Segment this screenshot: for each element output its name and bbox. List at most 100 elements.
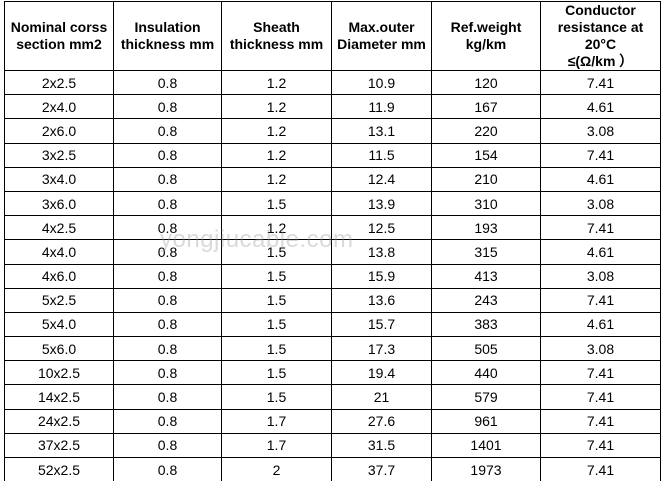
table-cell: 383 bbox=[431, 311, 541, 338]
table-cell: 0.8 bbox=[113, 190, 222, 217]
table-cell: 37.7 bbox=[331, 456, 432, 481]
table-cell: 193 bbox=[431, 215, 541, 241]
table-cell: 13.1 bbox=[331, 118, 432, 144]
table-cell: 1.2 bbox=[221, 142, 332, 168]
table-row: 3x6.0 0.8 1.5 13.9 310 3.08 bbox=[4, 190, 661, 217]
table-cell: 4x2.5 bbox=[4, 215, 114, 241]
table-cell: 2x2.5 bbox=[4, 69, 114, 96]
table-row: 3x2.5 0.8 1.2 11.5 154 7.41 bbox=[4, 142, 661, 168]
table-cell: 2x4.0 bbox=[4, 94, 114, 120]
table-cell: 505 bbox=[431, 336, 541, 362]
table-cell: 0.8 bbox=[113, 456, 222, 481]
table-cell: 2 bbox=[221, 456, 332, 481]
table-cell: 4x6.0 bbox=[4, 263, 114, 289]
table-row: 4x4.0 0.8 1.5 13.8 315 4.61 bbox=[4, 239, 661, 265]
spec-table: Nominal corss section mm2 Insulation thickn… bbox=[4, 1, 661, 481]
header-line: Sheath bbox=[253, 19, 300, 35]
table-cell: 2x6.0 bbox=[4, 118, 114, 144]
header-line: thickness mm bbox=[120, 36, 215, 52]
table-cell: 13.9 bbox=[331, 190, 432, 217]
table-cell: 1.5 bbox=[221, 287, 332, 313]
table-cell: 19.4 bbox=[331, 360, 432, 386]
table-cell: 13.6 bbox=[331, 287, 432, 313]
table-cell: 1.2 bbox=[221, 118, 332, 144]
table-cell: 1.5 bbox=[221, 384, 332, 410]
table-row: 52x2.5 0.8 2 37.7 1973 7.41 bbox=[4, 456, 661, 481]
table-cell: 210 bbox=[431, 166, 541, 192]
table-row: 5x6.0 0.8 1.5 17.3 505 3.08 bbox=[4, 336, 661, 362]
header-line: Insulation bbox=[134, 19, 201, 35]
table-cell: 24x2.5 bbox=[4, 408, 114, 434]
table-cell: 3.08 bbox=[540, 336, 661, 362]
table-cell: 3x4.0 bbox=[4, 166, 114, 192]
table-cell: 4.61 bbox=[540, 166, 661, 192]
table-cell: 0.8 bbox=[113, 408, 222, 434]
table-cell: 3x2.5 bbox=[4, 142, 114, 168]
table-cell: 1.2 bbox=[221, 94, 332, 120]
table-cell: 0.8 bbox=[113, 432, 222, 459]
table-cell: 1.2 bbox=[221, 69, 332, 96]
header-line: Diameter mm bbox=[337, 36, 426, 52]
table-cell: 1.5 bbox=[221, 311, 332, 338]
header-line: kg/km bbox=[465, 36, 507, 52]
header-cell: Max.outer Diameter mm bbox=[331, 1, 432, 71]
table-cell: 7.41 bbox=[540, 69, 661, 96]
table-cell: 1.2 bbox=[221, 215, 332, 241]
table-row: 24x2.5 0.8 1.7 27.6 961 7.41 bbox=[4, 408, 661, 434]
table-cell: 1.7 bbox=[221, 432, 332, 459]
table-cell: 4x4.0 bbox=[4, 239, 114, 265]
table-cell: 220 bbox=[431, 118, 541, 144]
table-cell: 4.61 bbox=[540, 311, 661, 338]
table-body: 2x2.5 0.8 1.2 10.9 120 7.41 2x4.0 0.8 1.2 11.9 167… bbox=[4, 69, 661, 481]
table-row: 5x4.0 0.8 1.5 15.7 383 4.61 bbox=[4, 311, 661, 338]
table-cell: 5x6.0 bbox=[4, 336, 114, 362]
table-cell: 4.61 bbox=[540, 239, 661, 265]
header-row: Nominal corss section mm2 Insulation thickn… bbox=[4, 1, 661, 71]
table-cell: 7.41 bbox=[540, 215, 661, 241]
table-cell: 0.8 bbox=[113, 311, 222, 338]
table-cell: 4.61 bbox=[540, 94, 661, 120]
table-cell: 0.8 bbox=[113, 94, 222, 120]
table-cell: 1.5 bbox=[221, 239, 332, 265]
header-line: Max.outer bbox=[348, 19, 415, 35]
table-cell: 10x2.5 bbox=[4, 360, 114, 386]
table-cell: 413 bbox=[431, 263, 541, 289]
table-row: 4x6.0 0.8 1.5 15.9 413 3.08 bbox=[4, 263, 661, 289]
table-cell: 27.6 bbox=[331, 408, 432, 434]
header-cell: Ref.weight kg/km bbox=[431, 1, 541, 71]
header-line: section mm2 bbox=[16, 36, 102, 52]
table-cell: 12.4 bbox=[331, 166, 432, 192]
table-cell: 7.41 bbox=[540, 432, 661, 459]
header-cell: Conductor resistance at 20°C ≤(Ω/km ） bbox=[540, 1, 661, 71]
table-row: 2x4.0 0.8 1.2 11.9 167 4.61 bbox=[4, 94, 661, 120]
table-cell: 10.9 bbox=[331, 69, 432, 96]
table-cell: 7.41 bbox=[540, 287, 661, 313]
table-cell: 0.8 bbox=[113, 263, 222, 289]
table-cell: 315 bbox=[431, 239, 541, 265]
table-cell: 961 bbox=[431, 408, 541, 434]
table-cell: 0.8 bbox=[113, 166, 222, 192]
table-cell: 3.08 bbox=[540, 118, 661, 144]
table-row: 2x6.0 0.8 1.2 13.1 220 3.08 bbox=[4, 118, 661, 144]
table-cell: 13.8 bbox=[331, 239, 432, 265]
table-cell: 1973 bbox=[431, 456, 541, 481]
table-cell: 17.3 bbox=[331, 336, 432, 362]
table-cell: 0.8 bbox=[113, 69, 222, 96]
header-cell: Sheath thickness mm bbox=[221, 1, 332, 71]
table-cell: 1.5 bbox=[221, 336, 332, 362]
table-cell: 31.5 bbox=[331, 432, 432, 459]
table-cell: 579 bbox=[431, 384, 541, 410]
table-cell: 15.7 bbox=[331, 311, 432, 338]
table-cell: 1.5 bbox=[221, 190, 332, 217]
table-row: 3x4.0 0.8 1.2 12.4 210 4.61 bbox=[4, 166, 661, 192]
table-cell: 7.41 bbox=[540, 456, 661, 481]
header-cell: Insulation thickness mm bbox=[113, 1, 222, 71]
table-cell: 1.2 bbox=[221, 166, 332, 192]
table-cell: 3.08 bbox=[540, 263, 661, 289]
table-cell: 3.08 bbox=[540, 190, 661, 217]
table-cell: 7.41 bbox=[540, 360, 661, 386]
table-cell: 0.8 bbox=[113, 287, 222, 313]
table-cell: 167 bbox=[431, 94, 541, 120]
table-cell: 120 bbox=[431, 69, 541, 96]
